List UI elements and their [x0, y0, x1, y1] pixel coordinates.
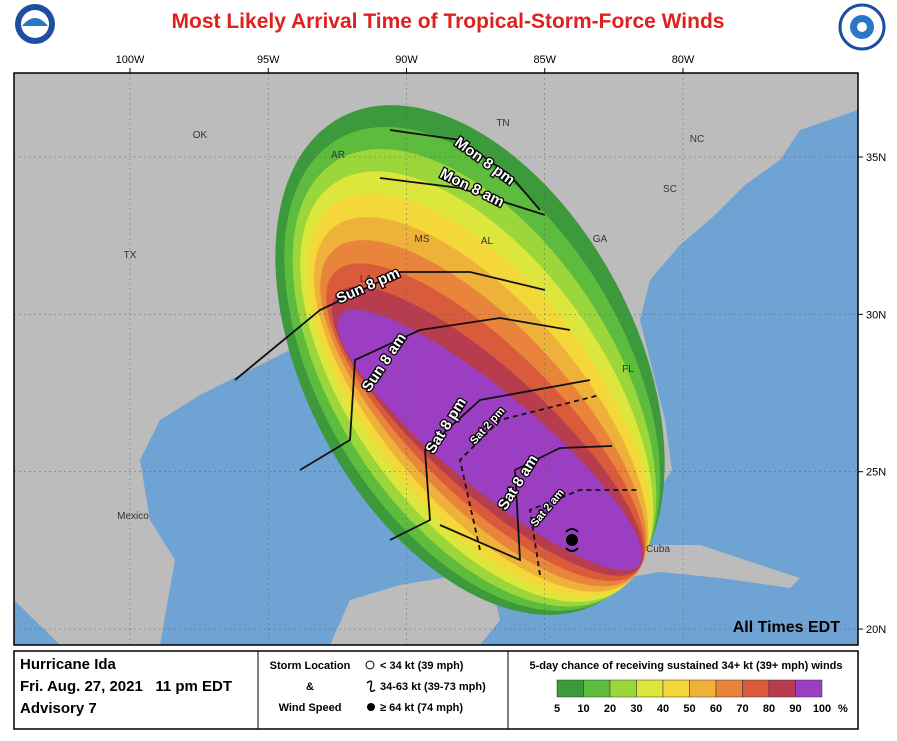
symbol-ss — [366, 680, 376, 693]
nws-logo — [838, 3, 886, 51]
scale-label: 100 — [813, 703, 831, 715]
place-label: AR — [331, 150, 345, 161]
symbol-label: ≥ 64 kt (74 mph) — [380, 702, 463, 714]
lat-label: 30N — [866, 309, 886, 321]
scale-box — [609, 679, 637, 698]
scale-box — [768, 679, 796, 698]
symbol-ts — [365, 660, 375, 670]
scale-title: 5-day chance of receiving sustained 34+ … — [530, 660, 843, 672]
storm-location — [565, 528, 579, 552]
place-label: NC — [690, 134, 704, 145]
place-label: MS — [415, 234, 430, 245]
scale-box — [715, 679, 743, 698]
place-label: TN — [496, 118, 509, 129]
scale-unit: % — [838, 703, 848, 715]
place-label: SC — [663, 184, 677, 195]
scale-box — [689, 679, 717, 698]
scale-label: 10 — [577, 703, 589, 715]
map — [14, 73, 858, 645]
place-label: LA — [360, 274, 373, 285]
symbol-title: & — [306, 681, 314, 693]
noaa-logo — [15, 4, 55, 44]
place-label: FL — [622, 364, 634, 375]
probability-cone — [275, 105, 665, 615]
map-frame — [13, 72, 859, 646]
lon-label: 90W — [395, 54, 418, 66]
scale-box — [742, 679, 770, 698]
time-note: All Times EDT — [733, 619, 841, 636]
title: Most Likely Arrival Time of Tropical-Sto… — [172, 10, 725, 33]
scale-label: 30 — [630, 703, 642, 715]
lon-label: 100W — [116, 54, 145, 66]
probability-band — [337, 309, 643, 571]
ocean — [14, 600, 60, 645]
place-label: Mexico — [117, 511, 149, 522]
scale-box — [556, 679, 584, 698]
contours — [234, 129, 640, 576]
scale-label: 70 — [736, 703, 748, 715]
scale-box — [583, 679, 611, 698]
place-label: AL — [481, 236, 494, 247]
color-scale: 5 10 20 30 40 50 60 70 80 90 100% — [554, 679, 848, 715]
scale-box — [636, 679, 664, 698]
lon-label: 85W — [533, 54, 556, 66]
scale-label: 60 — [710, 703, 722, 715]
legend: Hurricane Ida Fri. Aug. 27, 2021 11 pm E… — [13, 650, 859, 730]
symbol-title: Storm Location — [270, 660, 351, 672]
symbol-title: Wind Speed — [279, 702, 342, 714]
storm-name: Hurricane Ida — [20, 656, 117, 673]
symbol-hu — [367, 703, 375, 711]
place-label: TX — [124, 250, 137, 261]
place-label: OK — [193, 130, 208, 141]
scale-label: 40 — [657, 703, 669, 715]
place-label: Cuba — [646, 544, 670, 555]
scale-label: 80 — [763, 703, 775, 715]
scale-box — [795, 679, 823, 698]
scale-label: 90 — [789, 703, 801, 715]
advisory-number: Advisory 7 — [20, 700, 97, 717]
lon-label: 80W — [672, 54, 695, 66]
scale-label: 5 — [554, 703, 560, 715]
place-label: GA — [593, 234, 608, 245]
lon-label: 95W — [257, 54, 280, 66]
scale-label: 20 — [604, 703, 616, 715]
lat-label: 25N — [866, 467, 886, 479]
yucatan — [330, 575, 500, 645]
scale-label: 50 — [683, 703, 695, 715]
lat-label: 35N — [866, 152, 886, 164]
symbol-label: 34-63 kt (39-73 mph) — [380, 681, 486, 693]
symbol-label: < 34 kt (39 mph) — [380, 660, 464, 672]
advisory-date: Fri. Aug. 27, 2021 11 pm EDT — [20, 678, 232, 695]
scale-box — [662, 679, 690, 698]
lat-label: 20N — [866, 624, 886, 636]
